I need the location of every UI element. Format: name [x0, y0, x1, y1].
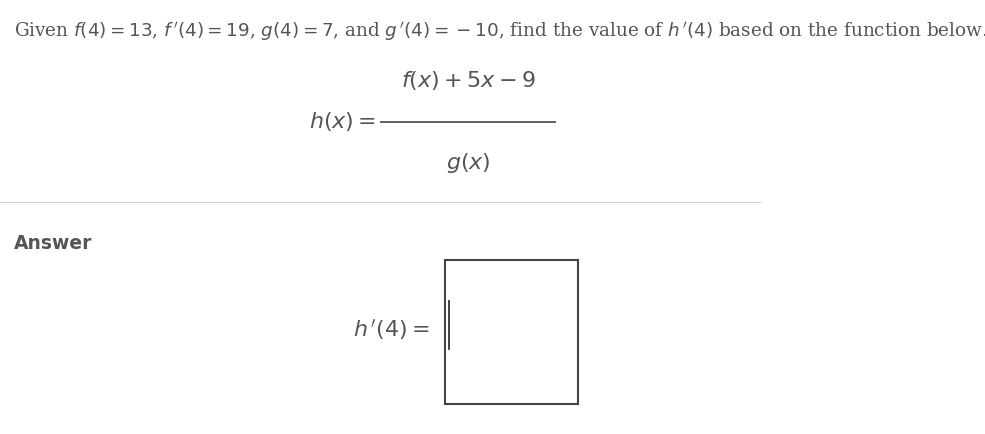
Text: $g(x)$: $g(x)$	[445, 151, 491, 175]
Text: Given $f(4) = 13$, $f\,'(4) = 19$, $g(4) = 7$, and $g\,'(4) = -10$, find the val: Given $f(4) = 13$, $f\,'(4) = 19$, $g(4)…	[14, 20, 985, 43]
Text: $h\,'(4) =$: $h\,'(4) =$	[353, 318, 429, 342]
Text: $h(x) =$: $h(x) =$	[309, 110, 376, 133]
Bar	[445, 260, 578, 404]
Text: $f(x) + 5x - 9$: $f(x) + 5x - 9$	[401, 69, 536, 92]
Text: Answer: Answer	[14, 234, 93, 253]
